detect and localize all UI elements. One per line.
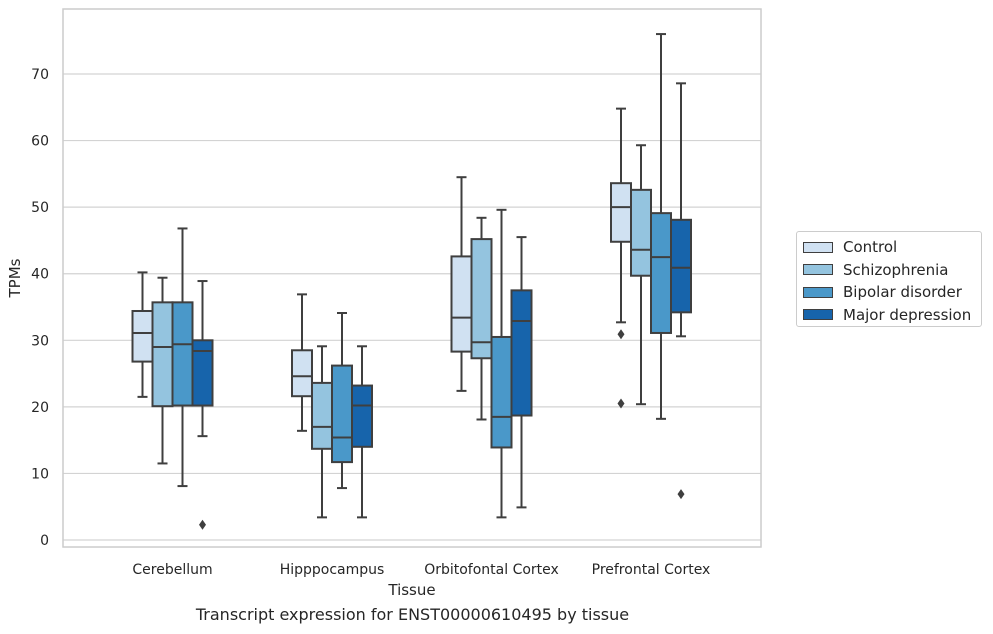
- box-body: [470, 238, 493, 360]
- y-tick-label: 60: [31, 134, 49, 150]
- box-body: [191, 339, 214, 407]
- box-schizophrenia: [311, 345, 333, 519]
- legend-swatch: [803, 264, 833, 276]
- y-tick-label: 30: [31, 333, 49, 349]
- y-tick-labels: 0 10 20 30 40 50 60 70: [31, 67, 49, 549]
- legend-item: Control: [803, 236, 981, 259]
- box-body: [650, 212, 672, 334]
- box-body: [331, 364, 353, 464]
- outlier-marker: [617, 398, 625, 409]
- legend-label: Major depression: [843, 305, 972, 324]
- box-body: [151, 301, 174, 408]
- y-tick-label: 0: [40, 533, 49, 549]
- legend-label: Schizophrenia: [843, 260, 949, 279]
- box-control: [291, 293, 313, 432]
- x-tick-label: Orbitofontal Cortex: [424, 562, 559, 578]
- y-tick-label: 40: [31, 267, 49, 283]
- legend-item: Major depression: [803, 304, 981, 327]
- box-bipolar-disorder: [490, 208, 513, 519]
- x-tick-label: Hipppocampus: [280, 562, 385, 578]
- y-axis-title: TPMs: [6, 258, 24, 298]
- boxes-layer: [131, 33, 692, 530]
- y-tick-label: 20: [31, 400, 49, 416]
- box-body: [171, 301, 194, 407]
- box-major-depression: [351, 345, 373, 519]
- chart-caption: Transcript expression for ENST0000061049…: [195, 605, 630, 624]
- outlier-marker: [617, 329, 625, 340]
- outlier-marker: [677, 489, 685, 500]
- box-major-depression: [191, 280, 214, 530]
- box-control: [610, 107, 632, 409]
- box-body: [670, 218, 692, 314]
- box-body: [311, 381, 333, 450]
- box-body: [490, 335, 513, 449]
- box-body: [351, 384, 373, 448]
- legend-swatch: [803, 241, 833, 253]
- box-body: [510, 289, 533, 417]
- box-control: [131, 271, 154, 398]
- outlier-marker: [199, 519, 206, 530]
- box-bipolar-disorder: [171, 227, 194, 488]
- y-tick-label: 10: [31, 466, 49, 482]
- legend-item: Bipolar disorder: [803, 281, 981, 304]
- box-control: [450, 176, 473, 392]
- x-axis-title: Tissue: [387, 581, 435, 599]
- legend: Control Schizophrenia Bipolar disorder Majo…: [796, 231, 982, 327]
- box-schizophrenia: [151, 276, 174, 465]
- x-tick-label: Prefrontal Cortex: [592, 562, 711, 578]
- box-body: [291, 349, 313, 398]
- legend-swatch: [803, 309, 833, 321]
- legend-swatch: [803, 286, 833, 298]
- y-tick-label: 70: [31, 67, 49, 83]
- x-tick-label: Cerebellum: [132, 562, 212, 578]
- box-body: [610, 182, 632, 243]
- box-schizophrenia: [470, 216, 493, 421]
- box-schizophrenia: [630, 144, 652, 406]
- y-tick-label: 50: [31, 200, 49, 216]
- box-major-depression: [510, 236, 533, 509]
- box-bipolar-disorder: [650, 33, 672, 420]
- plot-frame: [62, 8, 762, 548]
- box-body: [450, 255, 473, 353]
- box-bipolar-disorder: [331, 311, 353, 490]
- x-tick-labels: Cerebellum Hipppocampus Orbitofontal Corte…: [132, 562, 710, 578]
- legend-label: Bipolar disorder: [843, 283, 962, 302]
- box-body: [131, 309, 154, 363]
- legend-item: Schizophrenia: [803, 259, 981, 282]
- box-body: [630, 188, 652, 277]
- legend-label: Control: [843, 238, 898, 257]
- box-major-depression: [670, 82, 692, 500]
